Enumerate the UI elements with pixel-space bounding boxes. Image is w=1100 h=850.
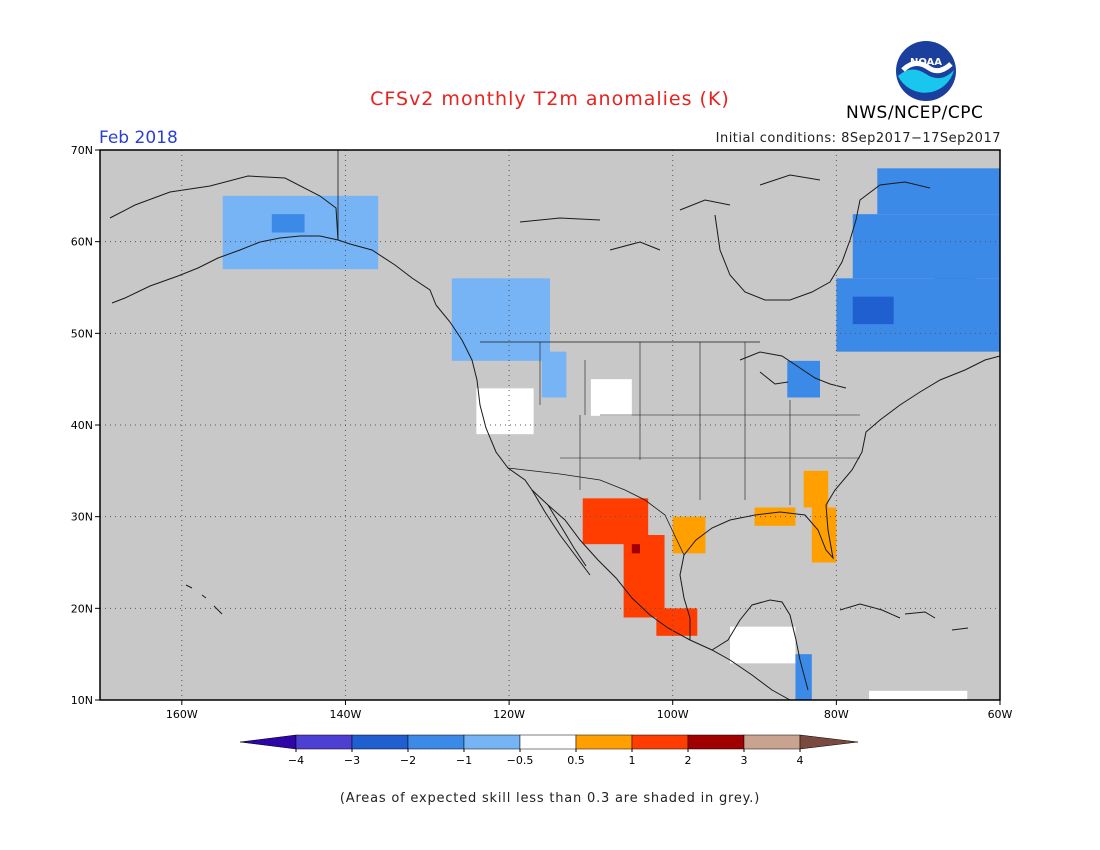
initial-conditions-label: Initial conditions: 8Sep2017−17Sep2017 (715, 131, 1001, 146)
us-mexico-border (507, 467, 685, 556)
us-canada-border (337, 150, 760, 343)
colorbar-swatch (519, 734, 577, 750)
colorbar-arrow-high (799, 734, 859, 750)
anomaly-region-15 (672, 516, 706, 554)
footnote: (Areas of expected skill less than 0.3 a… (339, 791, 761, 806)
anomaly-region-18 (656, 608, 698, 636)
lon-tick-label: 140W (330, 708, 362, 721)
anomaly-region-22 (869, 690, 968, 700)
colorbar-label: −2 (400, 754, 416, 767)
anomaly-region-17 (623, 535, 665, 618)
colorbar-labels: −4 −3 −2 −1 −0.5 0.5 1 2 3 4 (288, 749, 804, 767)
anomaly-region-11 (852, 296, 894, 325)
agency-label: NWS/NCEP/CPC (846, 103, 984, 123)
lat-tick-label: 50N (71, 327, 93, 340)
alaska-coast (109, 175, 437, 306)
yucatan-coast (711, 599, 809, 691)
anomaly-region-14 (803, 470, 829, 508)
colorbar-label: −1 (456, 754, 472, 767)
lon-tick-label: 60W (988, 708, 1013, 721)
colorbar-label: −4 (288, 754, 304, 767)
great-lakes (739, 351, 847, 389)
colorbar-arrow-low (239, 734, 297, 750)
anomaly-map: 10N 20N 30N 40N 50N 60N 70N 160W 140W 120W 100W 80… (71, 144, 1013, 721)
colorbar-swatch (575, 734, 633, 750)
colorbar-label: 1 (629, 754, 636, 767)
lat-tick-label: 60N (71, 236, 93, 249)
lon-tick-label: 80W (824, 708, 849, 721)
longitude-labels: 160W 140W 120W 100W 80W 60W (166, 700, 1013, 721)
anomaly-region-21 (795, 654, 812, 700)
noaa-logo: NOAA (896, 41, 956, 101)
noaa-logo-text: NOAA (910, 57, 942, 68)
lon-tick-label: 120W (493, 708, 525, 721)
anomaly-region-20 (730, 626, 796, 664)
anomaly-region-2 (451, 278, 550, 361)
lat-tick-label: 20N (71, 602, 93, 615)
hawaii (185, 584, 223, 615)
colorbar-label: −3 (344, 754, 360, 767)
gulf-coast (679, 355, 1001, 640)
anomaly-region-4 (476, 388, 534, 435)
coastlines (109, 150, 1001, 701)
colorbar-swatches (239, 734, 859, 750)
anomaly-region-5 (590, 379, 632, 416)
colorbar-label: −0.5 (507, 754, 534, 767)
lat-tick-label: 30N (71, 511, 93, 524)
anomaly-regions (222, 168, 1000, 700)
lon-tick-label: 100W (657, 708, 689, 721)
anomaly-region-10 (877, 168, 1000, 215)
colorbar-swatch (743, 734, 801, 750)
anomaly-region-9 (852, 214, 1000, 279)
map-title: CFSv2 monthly T2m anomalies (K) (370, 88, 730, 110)
lat-tick-label: 40N (71, 419, 93, 432)
colorbar-label: 3 (741, 754, 748, 767)
anomaly-region-19 (631, 544, 640, 554)
colorbar-swatch (687, 734, 745, 750)
colorbar-swatch (407, 734, 465, 750)
colorbar-label: 2 (685, 754, 692, 767)
graticule (100, 150, 1000, 700)
anomaly-region-3 (541, 351, 567, 398)
state-lines (539, 342, 860, 505)
colorbar-swatch (295, 734, 353, 750)
valid-month-label: Feb 2018 (99, 128, 178, 148)
colorbar-label: 0.5 (567, 754, 585, 767)
caribbean-islands (839, 603, 969, 631)
lon-tick-label: 160W (166, 708, 198, 721)
colorbar-swatch (351, 734, 409, 750)
colorbar-label: 4 (797, 754, 804, 767)
anomaly-region-6 (787, 360, 820, 398)
colorbar-swatch (463, 734, 521, 750)
hudson-bay (714, 181, 931, 301)
colorbar-swatch (631, 734, 689, 750)
anomaly-region-1 (271, 214, 305, 233)
colorbar: −4 −3 −2 −1 −0.5 0.5 1 2 3 4 (239, 734, 859, 767)
lat-tick-label: 10N (71, 694, 93, 707)
lat-tick-label: 70N (71, 144, 93, 157)
latitude-labels: 10N 20N 30N 40N 50N 60N 70N (71, 144, 100, 707)
